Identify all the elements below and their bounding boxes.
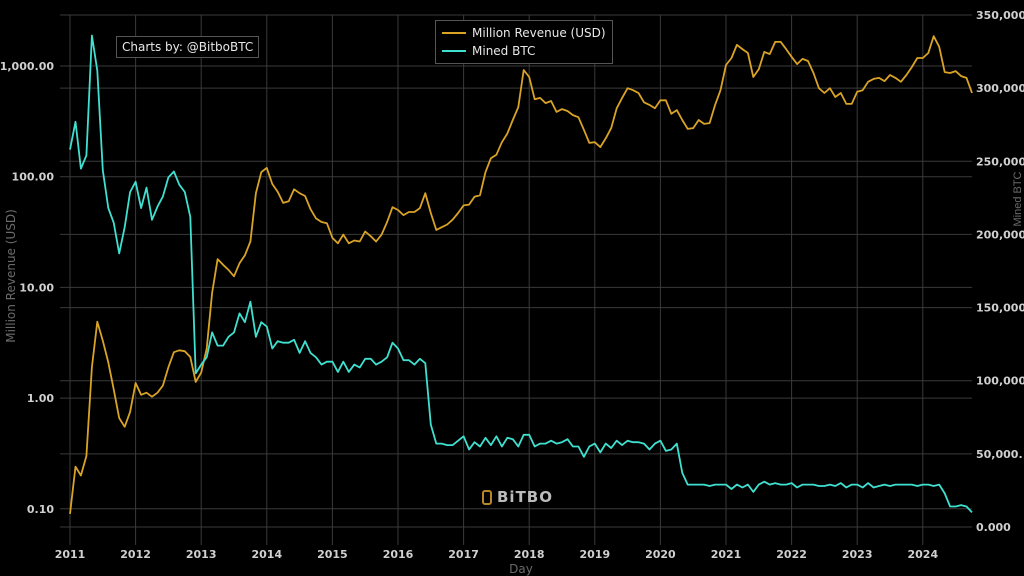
y2-tick-label: 150,000 <box>976 302 1024 315</box>
x-tick-label: 2012 <box>120 548 151 561</box>
tick-labels: 2011 2012 2013 2014 2015 2016 2017 2018 2019 2020… <box>0 9 1024 561</box>
y2-tick-label: 50,000. <box>976 448 1023 461</box>
x-axis-title: Day <box>509 562 533 576</box>
y2-tick-label: 100,000 <box>976 375 1024 388</box>
legend-label-mined-btc: Mined BTC <box>472 44 536 58</box>
y-tick-label: 10.00 <box>19 281 54 294</box>
x-tick-label: 2023 <box>842 548 873 561</box>
bitbo-logo-text: BiTBO <box>497 488 553 506</box>
x-tick-label: 2018 <box>514 548 545 561</box>
y-axis-title: Million Revenue (USD) <box>4 209 18 343</box>
x-tick-label: 2013 <box>186 548 217 561</box>
x-tick-label: 2021 <box>711 548 742 561</box>
legend-label-revenue: Million Revenue (USD) <box>472 26 606 40</box>
y-tick-label: 0.10 <box>27 503 54 516</box>
y-tick-label: 1,000.00 <box>0 60 54 73</box>
y2-tick-label: 300,000 <box>976 82 1024 95</box>
legend-item-revenue[interactable]: Million Revenue (USD) <box>442 24 606 42</box>
legend-swatch-revenue <box>442 32 466 34</box>
x-tick-label: 2016 <box>383 548 414 561</box>
revenue-line <box>69 35 973 515</box>
grid <box>60 14 972 545</box>
mined-btc-line <box>69 34 973 514</box>
x-tick-label: 2024 <box>907 548 938 561</box>
x-tick-label: 2014 <box>251 548 282 561</box>
legend[interactable]: Million Revenue (USD) Mined BTC <box>435 20 613 64</box>
x-tick-label: 2017 <box>448 548 479 561</box>
y2-tick-label: 0.000 <box>976 521 1011 534</box>
y2-tick-label: 200,000 <box>976 228 1024 241</box>
series-lines <box>69 34 973 515</box>
y-tick-label: 1.00 <box>27 392 54 405</box>
x-tick-label: 2015 <box>317 548 348 561</box>
chart-credit: Charts by: @BitboBTC <box>116 36 260 58</box>
bitbo-logo-icon <box>482 489 492 505</box>
legend-swatch-mined-btc <box>442 50 466 52</box>
bitbo-logo: BiTBO <box>482 488 553 506</box>
x-tick-label: 2019 <box>579 548 610 561</box>
y2-axis-title: Mined BTC <box>1012 171 1024 226</box>
legend-item-mined-btc[interactable]: Mined BTC <box>442 42 606 60</box>
y2-tick-label: 250,000 <box>976 155 1024 168</box>
x-tick-label: 2011 <box>55 548 86 561</box>
x-tick-label: 2022 <box>776 548 807 561</box>
y-tick-label: 100.00 <box>12 171 55 184</box>
y2-tick-label: 350,000 <box>976 9 1024 22</box>
x-tick-label: 2020 <box>645 548 676 561</box>
